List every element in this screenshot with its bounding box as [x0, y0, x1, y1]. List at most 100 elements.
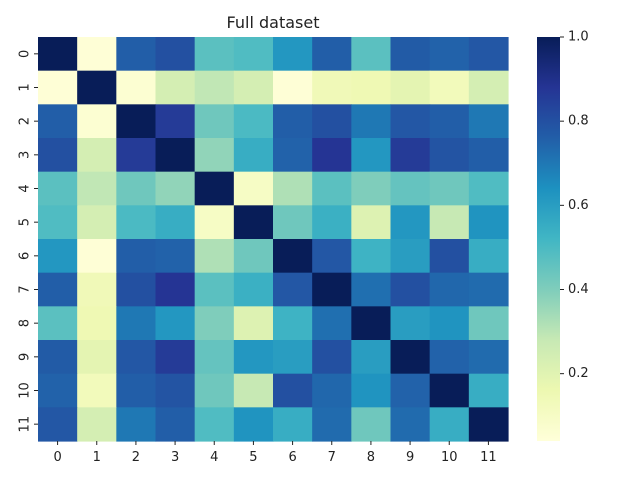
heatmap-cell-4-4: [194, 171, 235, 206]
heatmap-cell-9-3: [155, 340, 196, 375]
heatmap-cell-3-7: [312, 138, 352, 173]
heatmap-cell-11-7: [312, 407, 352, 442]
heatmap-cell-6-6: [273, 239, 313, 274]
heatmap-cell-1-9: [390, 70, 431, 105]
heatmap-cell-4-0: [38, 171, 78, 206]
y-tick-label: 7: [18, 285, 33, 293]
heatmap-cell-9-0: [38, 340, 78, 375]
heatmap-cell-5-3: [155, 205, 196, 240]
y-axis-ticks: 0 1 2 3 4 5 6 7 8 9 10 11: [18, 50, 38, 433]
heatmap-cell-2-8: [351, 104, 392, 139]
heatmap-cell-8-6: [273, 306, 313, 341]
heatmap-cell-5-11: [468, 205, 509, 240]
heatmap-cell-2-2: [116, 104, 157, 139]
heatmap-cell-2-7: [312, 104, 352, 139]
heatmap-cell-8-3: [155, 306, 196, 341]
heatmap-cell-3-2: [116, 138, 157, 173]
heatmap-cell-7-8: [351, 272, 392, 307]
heatmap-cell-7-6: [273, 272, 313, 307]
heatmap-cell-10-7: [312, 373, 352, 408]
heatmap-cell-2-10: [429, 104, 470, 139]
y-tick-label: 5: [18, 218, 33, 226]
heatmap-cell-3-10: [429, 138, 470, 173]
heatmap-cell-4-10: [429, 171, 470, 206]
heatmap-cell-11-4: [194, 407, 235, 442]
heatmap-cell-1-2: [116, 70, 157, 105]
x-tick-label: 9: [406, 450, 414, 465]
heatmap-cell-5-2: [116, 205, 157, 240]
heatmap-cell-8-9: [390, 306, 431, 341]
heatmap-cell-3-3: [155, 138, 196, 173]
heatmap-cell-7-2: [116, 272, 157, 307]
x-tick-label: 5: [249, 450, 257, 465]
heatmap-cell-11-3: [155, 407, 196, 442]
heatmap-cell-8-5: [233, 306, 274, 341]
heatmap-cell-1-11: [468, 70, 509, 105]
heatmap-cell-8-1: [77, 306, 117, 341]
heatmap-cell-6-2: [116, 239, 157, 274]
heatmap-cell-9-8: [351, 340, 392, 375]
heatmap-cell-7-11: [468, 272, 509, 307]
heatmap-cell-4-1: [77, 171, 117, 206]
heatmap-cell-0-8: [351, 37, 392, 72]
heatmap-cell-8-2: [116, 306, 157, 341]
heatmap-cell-0-0: [38, 37, 78, 72]
x-tick-label: 2: [132, 450, 140, 465]
heatmap-cell-6-0: [38, 239, 78, 274]
heatmap-cell-5-0: [38, 205, 78, 240]
heatmap-cell-11-6: [273, 407, 313, 442]
heatmap-cell-5-10: [429, 205, 470, 240]
heatmap-cell-10-1: [77, 373, 117, 408]
x-tick-label: 6: [288, 450, 296, 465]
x-tick-label: 11: [480, 450, 497, 465]
heatmap-cell-10-5: [233, 373, 274, 408]
heatmap-cell-9-7: [312, 340, 352, 375]
x-axis-ticks: 0 1 2 3 4 5 6 7 8 9 10 11: [53, 441, 497, 465]
heatmap-cell-5-5: [233, 205, 274, 240]
heatmap-cell-2-11: [468, 104, 509, 139]
heatmap-cell-6-3: [155, 239, 196, 274]
heatmap-cell-6-1: [77, 239, 117, 274]
colorbar-tick-label: 0.6: [568, 198, 589, 213]
y-tick-label: 11: [18, 416, 33, 433]
heatmap-cell-2-6: [273, 104, 313, 139]
heatmap-cell-0-7: [312, 37, 352, 72]
heatmap-cell-0-10: [429, 37, 470, 72]
heatmap-cell-2-0: [38, 104, 78, 139]
y-tick-label: 1: [18, 83, 33, 91]
heatmap-cell-4-9: [390, 171, 431, 206]
heatmap-cell-5-9: [390, 205, 431, 240]
heatmap-cell-6-10: [429, 239, 470, 274]
heatmap-cell-2-9: [390, 104, 431, 139]
x-tick-label: 0: [53, 450, 61, 465]
colorbar: [537, 37, 560, 441]
heatmap-cell-5-1: [77, 205, 117, 240]
heatmap-cell-6-4: [194, 239, 235, 274]
heatmap-cell-10-11: [468, 373, 509, 408]
heatmap-cell-6-11: [468, 239, 509, 274]
heatmap-cell-1-0: [38, 70, 78, 105]
heatmap-cell-0-4: [194, 37, 235, 72]
y-tick-label: 9: [18, 353, 33, 361]
heatmap-cell-9-9: [390, 340, 431, 375]
heatmap-cell-5-6: [273, 205, 313, 240]
x-tick-label: 4: [210, 450, 218, 465]
heatmap-cell-11-11: [468, 407, 509, 442]
heatmap-cell-0-2: [116, 37, 157, 72]
heatmap-cell-3-8: [351, 138, 392, 173]
heatmap-cell-7-10: [429, 272, 470, 307]
y-tick-label: 0: [18, 50, 33, 58]
heatmap-cell-10-0: [38, 373, 78, 408]
x-tick-label: 8: [367, 450, 375, 465]
heatmap-cells: [38, 37, 509, 442]
heatmap-cell-4-8: [351, 171, 392, 206]
heatmap-cell-1-1: [77, 70, 117, 105]
heatmap-cell-9-5: [233, 340, 274, 375]
y-tick-label: 6: [18, 252, 33, 260]
heatmap-cell-7-7: [312, 272, 352, 307]
heatmap-cell-4-3: [155, 171, 196, 206]
heatmap-cell-10-2: [116, 373, 157, 408]
heatmap-cell-6-8: [351, 239, 392, 274]
heatmap-cell-7-9: [390, 272, 431, 307]
